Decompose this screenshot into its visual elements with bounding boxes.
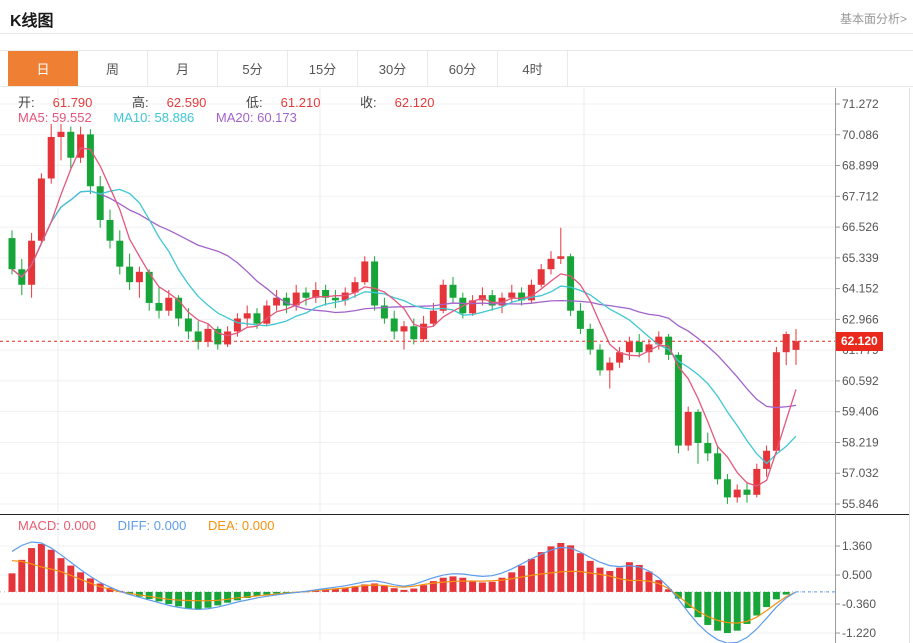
tab-5min[interactable]: 5分	[218, 51, 288, 86]
svg-text:71.272: 71.272	[842, 97, 879, 111]
svg-text:67.712: 67.712	[842, 189, 879, 203]
page-title: K线图	[10, 13, 54, 30]
svg-text:-0.360: -0.360	[842, 597, 876, 611]
ohlc-open: 开: 61.790	[18, 95, 93, 110]
macd-value: MACD: 0.000	[18, 518, 97, 533]
tab-60min[interactable]: 60分	[428, 51, 498, 86]
svg-text:0.500: 0.500	[842, 568, 872, 582]
ma20-line	[11, 190, 797, 409]
tab-15min[interactable]: 15分	[288, 51, 358, 86]
svg-text:68.899: 68.899	[842, 159, 879, 173]
ohlc-low: 低: 61.210	[246, 95, 321, 110]
svg-text:66.526: 66.526	[842, 220, 879, 234]
dea-value: DEA: 0.000	[207, 518, 275, 533]
diff-value: DIFF: 0.000	[117, 518, 187, 533]
ma5-line	[11, 147, 797, 487]
ohlc-legend: 开: 61.790 高: 62.590 低: 61.210 收: 62.120	[18, 92, 470, 111]
svg-text:59.406: 59.406	[842, 405, 879, 419]
dea-line	[11, 560, 797, 624]
svg-text:62.966: 62.966	[842, 312, 879, 326]
svg-text:70.086: 70.086	[842, 128, 879, 142]
fundamental-analysis-link[interactable]: 基本面分析>	[839, 12, 907, 26]
svg-text:1.360: 1.360	[842, 539, 872, 553]
svg-text:55.846: 55.846	[842, 497, 879, 511]
ma10-line	[11, 188, 797, 465]
svg-text:58.219: 58.219	[842, 435, 879, 449]
svg-text:64.152: 64.152	[842, 282, 879, 296]
ohlc-high: 高: 62.590	[132, 95, 207, 110]
svg-text:60.592: 60.592	[842, 374, 879, 388]
tab-day[interactable]: 日	[8, 51, 78, 86]
header-divider	[0, 33, 913, 34]
candles-layer	[8, 124, 800, 504]
diff-line	[11, 541, 797, 643]
ohlc-close: 收: 62.120	[360, 95, 435, 110]
axis-layer: 71.272 70.086 68.899 67.712 66.526 65.339 64.1…	[0, 88, 910, 643]
tab-week[interactable]: 周	[78, 51, 148, 86]
macd-legend: MACD: 0.000 DIFF: 0.000 DEA: 0.000	[18, 518, 292, 533]
tab-4hour[interactable]: 4时	[498, 51, 568, 86]
period-tab-bar: 日 周 月 5分 15分 30分 60分 4时	[0, 50, 913, 87]
grid-layer	[0, 88, 835, 641]
macd-layer	[8, 541, 835, 643]
tab-30min[interactable]: 30分	[358, 51, 428, 86]
ma10-value: MA10: 58.886	[113, 110, 195, 125]
tab-month[interactable]: 月	[148, 51, 218, 86]
svg-text:-1.220: -1.220	[842, 626, 876, 640]
ma-lines-layer	[11, 147, 797, 487]
svg-text:57.032: 57.032	[842, 466, 879, 480]
current-price-badge: 62.120	[836, 331, 883, 351]
svg-text:65.339: 65.339	[842, 251, 879, 265]
ma20-value: MA20: 60.173	[215, 110, 297, 125]
ma5-value: MA5: 59.552	[18, 110, 92, 125]
ma-legend: MA5: 59.552 MA10: 58.886 MA20: 60.173	[18, 110, 315, 125]
